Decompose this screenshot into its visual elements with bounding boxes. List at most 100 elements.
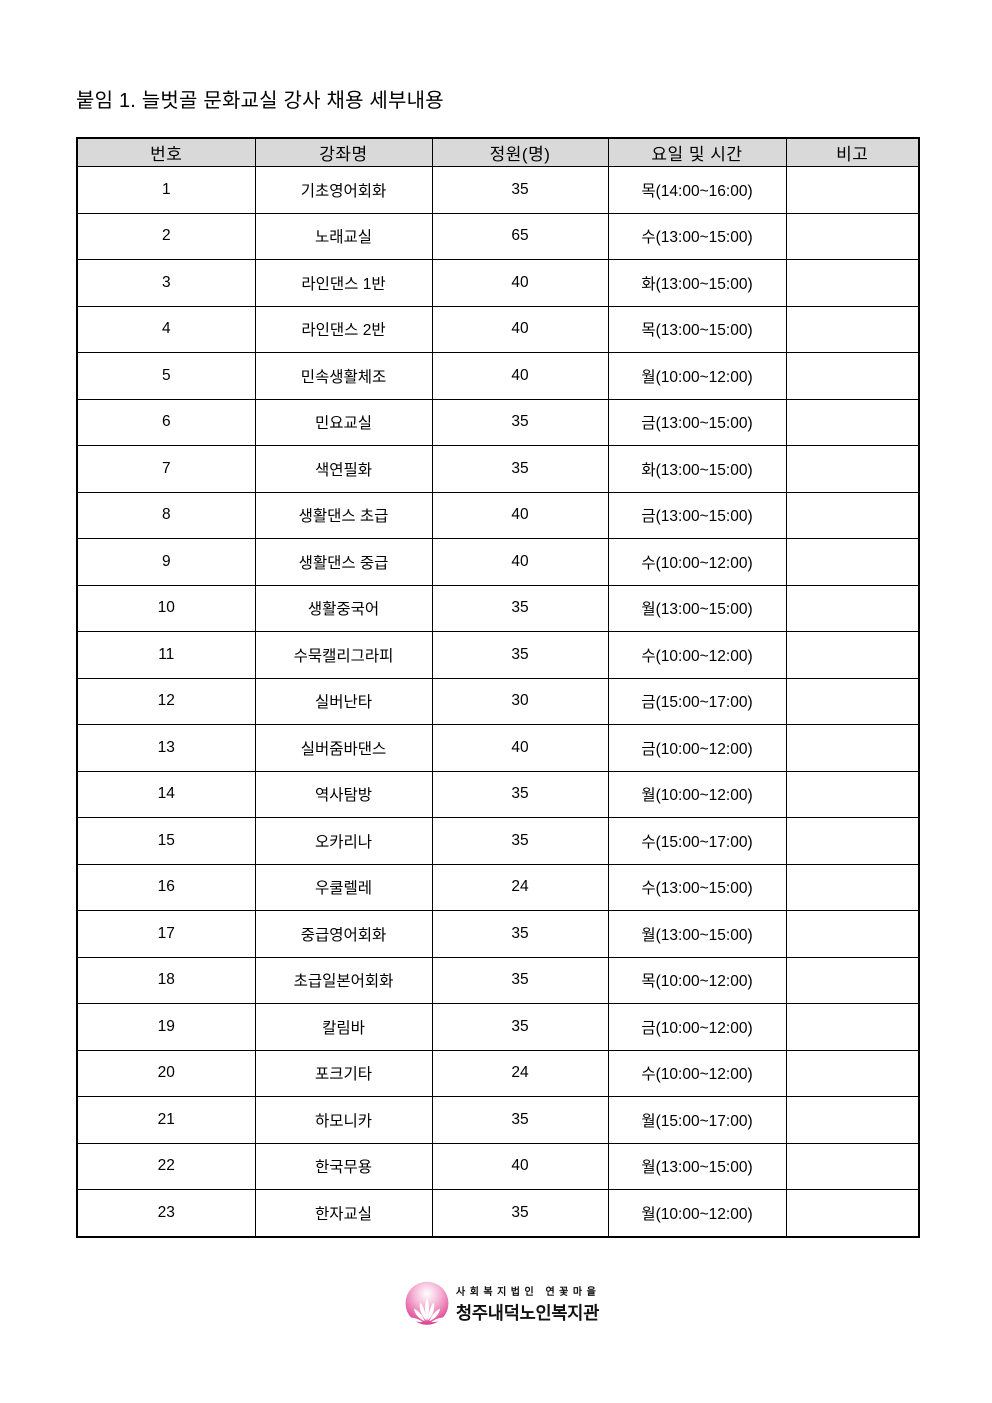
cell-no: 17 bbox=[76, 910, 256, 958]
table-row: 9 생활댄스 중급 40 수(10:00~12:00) bbox=[76, 538, 920, 586]
cell-note bbox=[785, 1189, 920, 1237]
table-row: 20 포크기타 24 수(10:00~12:00) bbox=[76, 1049, 920, 1097]
cell-course: 우쿨렐레 bbox=[254, 863, 433, 911]
cell-schedule: 금(13:00~15:00) bbox=[607, 491, 787, 539]
cell-no: 3 bbox=[76, 259, 256, 307]
cell-capacity: 35 bbox=[431, 1003, 609, 1051]
page-title: 붙임 1. 늘벗골 문화교실 강사 채용 세부내용 bbox=[76, 90, 444, 112]
table-row: 15 오카리나 35 수(15:00~17:00) bbox=[76, 817, 920, 865]
cell-capacity: 35 bbox=[431, 956, 609, 1004]
table-row: 6 민요교실 35 금(13:00~15:00) bbox=[76, 398, 920, 446]
cell-course: 실버난타 bbox=[254, 677, 433, 725]
table-row: 11 수묵캘리그라피 35 수(10:00~12:00) bbox=[76, 631, 920, 679]
cell-capacity: 35 bbox=[431, 1096, 609, 1144]
cell-schedule: 화(13:00~15:00) bbox=[607, 445, 787, 493]
table-row: 21 하모니카 35 월(15:00~17:00) bbox=[76, 1096, 920, 1144]
cell-course: 수묵캘리그라피 bbox=[254, 631, 433, 679]
cell-note bbox=[785, 1003, 920, 1051]
cell-schedule: 금(15:00~17:00) bbox=[607, 677, 787, 725]
cell-course: 라인댄스 2반 bbox=[254, 305, 433, 353]
cell-course: 중급영어회화 bbox=[254, 910, 433, 958]
cell-capacity: 30 bbox=[431, 677, 609, 725]
cell-schedule: 월(10:00~12:00) bbox=[607, 352, 787, 400]
cell-no: 15 bbox=[76, 817, 256, 865]
cell-capacity: 40 bbox=[431, 352, 609, 400]
cell-note bbox=[785, 352, 920, 400]
table-row: 18 초급일본어회화 35 목(10:00~12:00) bbox=[76, 956, 920, 1004]
cell-schedule: 금(10:00~12:00) bbox=[607, 724, 787, 772]
cell-capacity: 24 bbox=[431, 863, 609, 911]
cell-capacity: 40 bbox=[431, 724, 609, 772]
cell-course: 색연필화 bbox=[254, 445, 433, 493]
cell-capacity: 35 bbox=[431, 584, 609, 632]
column-header-capacity: 정원(명) bbox=[431, 137, 609, 167]
cell-course: 오카리나 bbox=[254, 817, 433, 865]
cell-capacity: 65 bbox=[431, 212, 609, 260]
table-row: 2 노래교실 65 수(13:00~15:00) bbox=[76, 212, 920, 260]
cell-no: 5 bbox=[76, 352, 256, 400]
table-row: 17 중급영어회화 35 월(13:00~15:00) bbox=[76, 910, 920, 958]
cell-no: 18 bbox=[76, 956, 256, 1004]
cell-no: 2 bbox=[76, 212, 256, 260]
cell-capacity: 40 bbox=[431, 305, 609, 353]
cell-no: 12 bbox=[76, 677, 256, 725]
cell-capacity: 35 bbox=[431, 445, 609, 493]
cell-course: 생활댄스 중급 bbox=[254, 538, 433, 586]
cell-schedule: 금(10:00~12:00) bbox=[607, 1003, 787, 1051]
lotus-logo-icon bbox=[404, 1281, 450, 1327]
cell-note bbox=[785, 817, 920, 865]
cell-schedule: 월(13:00~15:00) bbox=[607, 1142, 787, 1190]
table-row: 13 실버줌바댄스 40 금(10:00~12:00) bbox=[76, 724, 920, 772]
cell-course: 기초영어회화 bbox=[254, 166, 433, 214]
table-row: 16 우쿨렐레 24 수(13:00~15:00) bbox=[76, 863, 920, 911]
cell-note bbox=[785, 677, 920, 725]
org-logo-text: 사회복지법인 연꽃마을 청주내덕노인복지관 bbox=[456, 1283, 600, 1325]
cell-capacity: 35 bbox=[431, 398, 609, 446]
table-row: 10 생활중국어 35 월(13:00~15:00) bbox=[76, 584, 920, 632]
column-header-no: 번호 bbox=[76, 137, 256, 167]
cell-capacity: 40 bbox=[431, 259, 609, 307]
cell-note bbox=[785, 584, 920, 632]
table-header-row: 번호 강좌명 정원(명) 요일 및 시간 비고 bbox=[76, 137, 920, 167]
course-table: 번호 강좌명 정원(명) 요일 및 시간 비고 1 기초영어회화 35 목(14:00… bbox=[76, 137, 920, 1238]
column-header-course: 강좌명 bbox=[254, 137, 433, 167]
cell-schedule: 수(13:00~15:00) bbox=[607, 212, 787, 260]
cell-no: 7 bbox=[76, 445, 256, 493]
cell-schedule: 수(15:00~17:00) bbox=[607, 817, 787, 865]
cell-note bbox=[785, 212, 920, 260]
cell-course: 라인댄스 1반 bbox=[254, 259, 433, 307]
cell-note bbox=[785, 491, 920, 539]
cell-course: 노래교실 bbox=[254, 212, 433, 260]
cell-no: 1 bbox=[76, 166, 256, 214]
cell-schedule: 월(13:00~15:00) bbox=[607, 910, 787, 958]
cell-note bbox=[785, 166, 920, 214]
table-row: 7 색연필화 35 화(13:00~15:00) bbox=[76, 445, 920, 493]
table-row: 3 라인댄스 1반 40 화(13:00~15:00) bbox=[76, 259, 920, 307]
cell-no: 10 bbox=[76, 584, 256, 632]
cell-course: 민속생활체조 bbox=[254, 352, 433, 400]
cell-note bbox=[785, 398, 920, 446]
cell-note bbox=[785, 910, 920, 958]
table-row: 19 칼림바 35 금(10:00~12:00) bbox=[76, 1003, 920, 1051]
cell-note bbox=[785, 631, 920, 679]
cell-no: 13 bbox=[76, 724, 256, 772]
column-header-note: 비고 bbox=[785, 137, 920, 167]
cell-capacity: 35 bbox=[431, 910, 609, 958]
cell-note bbox=[785, 1142, 920, 1190]
cell-course: 포크기타 bbox=[254, 1049, 433, 1097]
cell-capacity: 35 bbox=[431, 817, 609, 865]
cell-capacity: 40 bbox=[431, 491, 609, 539]
cell-no: 11 bbox=[76, 631, 256, 679]
cell-course: 역사탐방 bbox=[254, 770, 433, 818]
cell-schedule: 금(13:00~15:00) bbox=[607, 398, 787, 446]
table-row: 5 민속생활체조 40 월(10:00~12:00) bbox=[76, 352, 920, 400]
column-header-schedule: 요일 및 시간 bbox=[607, 137, 787, 167]
org-logo: 사회복지법인 연꽃마을 청주내덕노인복지관 bbox=[404, 1281, 600, 1327]
table-row: 12 실버난타 30 금(15:00~17:00) bbox=[76, 677, 920, 725]
table-row: 23 한자교실 35 월(10:00~12:00) bbox=[76, 1189, 920, 1237]
cell-schedule: 화(13:00~15:00) bbox=[607, 259, 787, 307]
cell-course: 민요교실 bbox=[254, 398, 433, 446]
table-row: 4 라인댄스 2반 40 목(13:00~15:00) bbox=[76, 305, 920, 353]
cell-capacity: 40 bbox=[431, 538, 609, 586]
